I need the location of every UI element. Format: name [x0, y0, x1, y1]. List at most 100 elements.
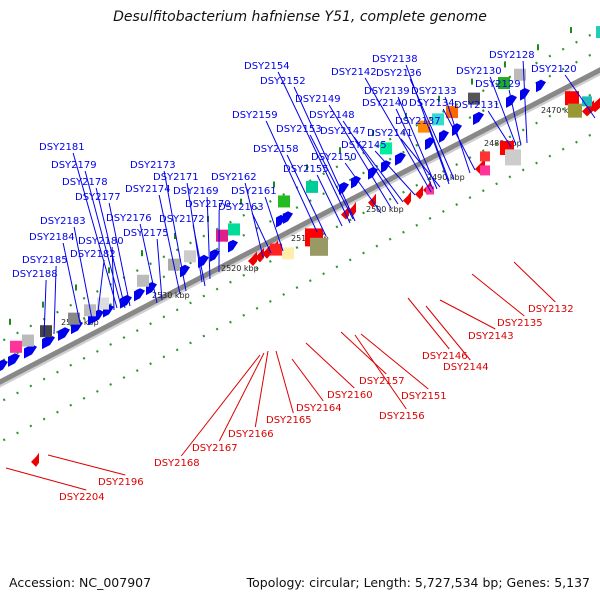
upper-leader-14	[328, 104, 392, 209]
lower-leader-11	[254, 350, 269, 428]
feature-box-lower-1	[310, 237, 328, 256]
lower-gene-label-12: DSY2167	[192, 443, 238, 454]
upper-leader-21	[374, 150, 416, 196]
lower-leader-13	[180, 354, 261, 457]
upper-gene-label-10: DSY2133	[411, 86, 457, 97]
minus-gene-9	[415, 185, 423, 200]
upper-gene-label-22: DSY2158	[253, 144, 299, 155]
lower-gene-label-15: DSY2204	[59, 492, 105, 503]
upper-leader-43	[96, 259, 105, 321]
upper-gene-label-33: DSY2169	[173, 186, 219, 197]
lower-gene-label-6: DSY2160	[327, 390, 373, 401]
feature-box-upper-8	[184, 250, 196, 263]
upper-gene-label-41: DSY2175	[123, 228, 169, 239]
upper-gene-label-9: DSY2139	[364, 86, 410, 97]
feature-box-lower-9	[565, 91, 579, 106]
plus-gene-4	[58, 327, 70, 341]
upper-gene-label-42: DSY2180	[78, 236, 124, 247]
upper-gene-label-25: DSY2181	[39, 142, 85, 153]
upper-leader-11	[395, 108, 434, 190]
minus-gene-13	[590, 97, 600, 113]
lower-leader-7	[360, 333, 429, 390]
plus-gene-1	[8, 353, 20, 367]
upper-leader-12	[442, 108, 476, 171]
upper-gene-label-29: DSY2171	[153, 172, 199, 183]
upper-leader-8	[293, 86, 356, 222]
feature-box-lower-11	[582, 96, 592, 107]
lower-gene-label-0: DSY2132	[528, 304, 574, 315]
upper-leader-42	[111, 246, 115, 311]
lower-gene-label-10: DSY2165	[266, 415, 312, 426]
upper-leader-3	[508, 89, 522, 146]
feature-box-upper-20	[596, 26, 600, 39]
lower-gene-label-2: DSY2143	[468, 331, 514, 342]
upper-leader-26	[84, 170, 122, 307]
upper-leader-28	[95, 187, 126, 309]
upper-gene-label-14: DSY2149	[295, 94, 341, 105]
upper-leader-40	[62, 242, 81, 324]
lower-gene-label-3: DSY2146	[422, 351, 468, 362]
minus-gene-0	[31, 452, 39, 467]
feature-box-upper-15	[432, 113, 444, 126]
plus-gene-9	[134, 288, 145, 302]
feature-box-upper-12	[306, 180, 318, 193]
lower-leader-2	[439, 299, 496, 330]
genome-backbone	[0, 67, 600, 385]
accession-text: Accession: NC_007907	[9, 575, 152, 590]
plus-gene-0	[0, 359, 8, 372]
plus-gene-8	[120, 294, 132, 309]
feature-box-upper-0	[10, 340, 22, 353]
plus-gene-3	[42, 335, 55, 350]
upper-leader-20	[400, 138, 441, 188]
upper-gene-label-6: DSY2136	[376, 68, 422, 79]
upper-gene-label-5: DSY2142	[331, 67, 377, 78]
upper-leader-41	[156, 238, 163, 301]
upper-gene-label-8: DSY2152	[260, 76, 306, 87]
upper-gene-label-37: DSY2183	[40, 216, 86, 227]
upper-leader-44	[53, 265, 57, 335]
upper-gene-label-27: DSY2173	[130, 160, 176, 171]
feature-box-upper-5	[97, 297, 109, 310]
upper-leader-25	[72, 152, 118, 309]
upper-gene-label-3: DSY2129	[475, 79, 521, 90]
scale-label-2: 2490 kbp	[427, 173, 465, 182]
upper-leader-27	[163, 170, 187, 292]
lower-leader-6	[305, 342, 355, 389]
upper-gene-label-30: DSY2162	[211, 172, 257, 183]
lower-leader-8	[291, 358, 324, 402]
upper-leader-15	[265, 120, 318, 233]
feature-box-lower-7	[480, 165, 490, 176]
plus-gene-28	[536, 79, 546, 93]
feature-box-upper-19	[514, 68, 526, 81]
upper-leader-17	[428, 126, 450, 182]
upper-gene-label-35: DSY2170	[185, 199, 231, 210]
upper-gene-label-1: DSY2120	[531, 64, 577, 75]
lower-leader-9	[354, 334, 407, 410]
upper-leader-6	[409, 78, 455, 180]
lower-gene-label-1: DSY2135	[497, 318, 543, 329]
upper-leader-9	[397, 96, 438, 190]
scale-label-6: 2530 kbp	[152, 291, 190, 300]
upper-gene-label-11: DSY2140	[362, 98, 408, 109]
feature-box-lower-6	[480, 151, 490, 162]
lower-leader-12	[218, 352, 265, 442]
plus-gene-25	[473, 111, 484, 126]
upper-leader-1	[564, 74, 596, 119]
lower-gene-label-8: DSY2164	[296, 403, 342, 414]
upper-gene-label-7: DSY2154	[244, 61, 290, 72]
upper-gene-label-34: DSY2161	[231, 186, 277, 197]
feature-box-lower-10	[568, 103, 582, 118]
upper-leader-37	[73, 226, 93, 320]
upper-gene-label-39: DSY2172	[159, 214, 205, 225]
upper-gene-label-45: DSY2188	[12, 269, 58, 280]
upper-gene-label-24: DSY2155	[283, 164, 329, 175]
upper-leader-34	[264, 196, 284, 252]
lower-leader-10	[275, 350, 294, 414]
upper-leader-2	[489, 76, 517, 146]
upper-leader-5	[364, 77, 432, 193]
upper-gene-label-21: DSY2145	[341, 140, 387, 151]
upper-leader-32	[158, 194, 181, 295]
upper-leader-23	[344, 162, 382, 214]
upper-leader-24	[316, 174, 343, 227]
